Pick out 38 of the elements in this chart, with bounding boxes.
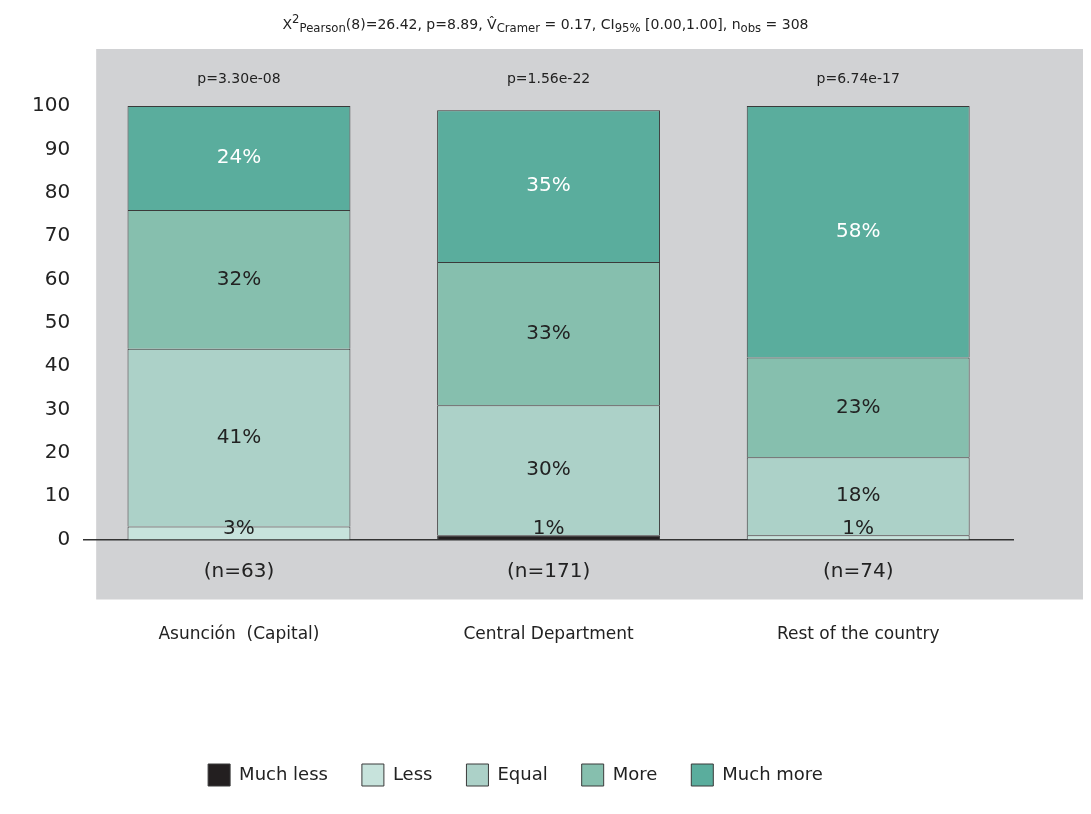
data-label: 30%	[526, 456, 571, 481]
y-tick-label: 90	[44, 135, 71, 160]
y-tick-label: 70	[44, 222, 71, 247]
legend-label: Less	[392, 762, 433, 784]
data-label: 3%	[223, 514, 255, 539]
text: p=3.30e-08	[197, 69, 281, 86]
chart-title: X$^{2}$$_{Pearson}$(8)=26.42, p=8.89, V̂$_{Cramer}$ = 0.17, CI$_{95%}$ [0.00,1.00], n$_{obs}$ = 308	[282, 12, 809, 36]
legend-label: Much more	[722, 762, 823, 784]
y-tick-label: 60	[44, 265, 71, 290]
x-tick-label: Asunción (Capital)	[158, 623, 320, 644]
text: p=1.56e-22	[506, 69, 591, 86]
x-tick-label: Rest of the country	[776, 623, 940, 644]
data-label: 35%	[526, 172, 571, 197]
data-label: 1%	[842, 514, 875, 539]
y-tick-label: 20	[44, 439, 71, 464]
data-label: 18%	[835, 482, 881, 507]
data-label: 1%	[532, 514, 565, 539]
data-label: 32%	[216, 265, 262, 290]
y-tick-label: 10	[44, 482, 71, 507]
data-label: 24%	[216, 144, 262, 169]
text: (n=171)	[506, 557, 591, 582]
y-tick-label: 80	[44, 178, 71, 203]
text: (n=74)	[822, 557, 894, 582]
data-label: 58%	[835, 217, 881, 242]
y-tick-label: 0	[57, 525, 71, 550]
legend-label: Much less	[239, 762, 328, 784]
y-tick-label: 40	[44, 352, 71, 377]
legend-label: Equal	[497, 762, 548, 784]
data-label: 41%	[216, 423, 262, 448]
legend-label: More	[612, 762, 658, 784]
text: (n=63)	[203, 557, 275, 582]
data-label: 23%	[835, 393, 881, 418]
y-tick-label: 30	[44, 395, 71, 420]
x-tick-label: Central Department	[463, 623, 634, 644]
text: p=6.74e-17	[816, 69, 900, 86]
data-label: 33%	[526, 319, 571, 344]
y-tick-label: 50	[44, 309, 71, 333]
y-tick-label: 100	[31, 92, 71, 117]
